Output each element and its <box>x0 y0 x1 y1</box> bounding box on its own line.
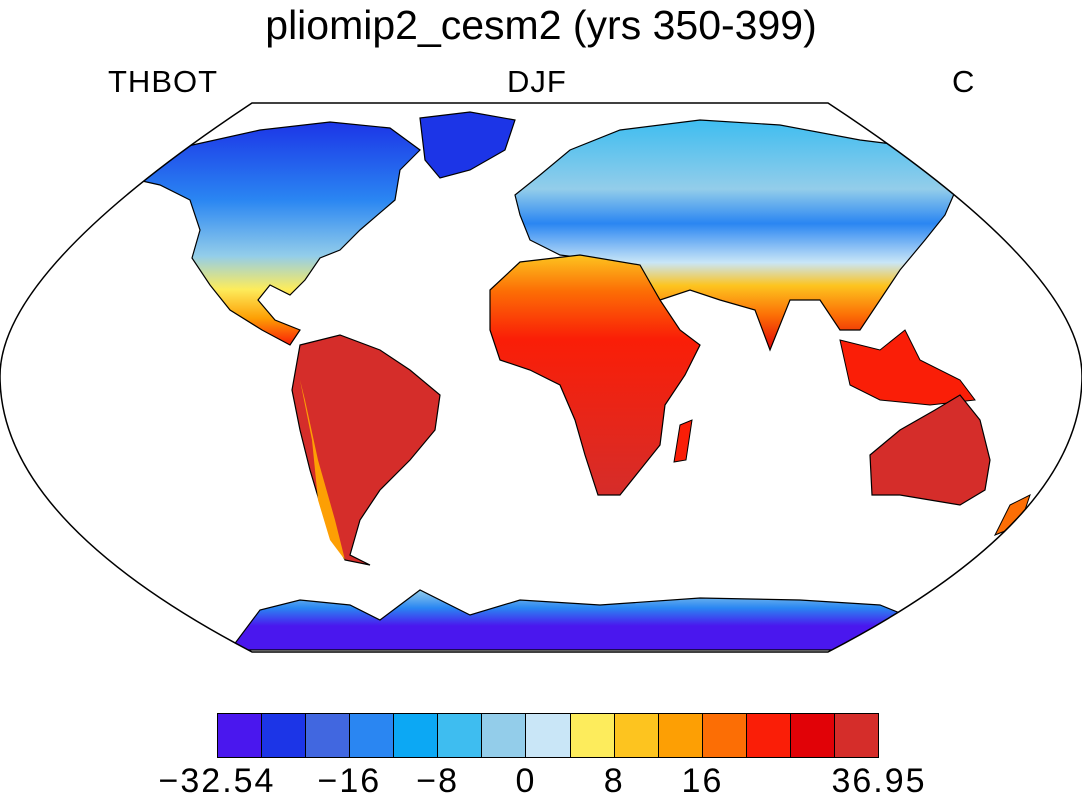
world-map <box>0 102 1082 653</box>
colorbar-cell <box>746 714 791 757</box>
madagascar <box>673 419 693 463</box>
map-boundary <box>0 102 1082 653</box>
australia <box>869 394 991 506</box>
antarctica <box>228 589 907 651</box>
colorbar-label: −8 <box>416 762 460 800</box>
units-label: C <box>952 64 976 99</box>
variable-label: THBOT <box>108 64 219 99</box>
colorbar-cell <box>350 714 395 757</box>
africa <box>489 254 701 496</box>
colorbar-cell <box>306 714 351 757</box>
season-label: DJF <box>507 64 567 99</box>
colorbar <box>217 713 879 758</box>
colorbar-cell <box>218 714 263 757</box>
southeast-asia <box>839 329 976 406</box>
colorbar-cell <box>702 714 747 757</box>
north-america <box>113 121 421 346</box>
colorbar-label: −16 <box>317 762 382 800</box>
colorbar-cell <box>482 714 527 757</box>
colorbar-label: 36.95 <box>831 762 927 800</box>
colorbar-cell <box>526 714 571 757</box>
colorbar-cell <box>394 714 439 757</box>
colorbar-cell <box>834 714 878 757</box>
colorbar-cell <box>658 714 703 757</box>
greenland <box>419 111 516 179</box>
new-zealand <box>993 494 1031 536</box>
colorbar-cell <box>614 714 659 757</box>
colorbar-cell <box>438 714 483 757</box>
colorbar-cell <box>262 714 307 757</box>
colorbar-label: 16 <box>681 762 724 800</box>
colorbar-cell <box>790 714 835 757</box>
map-title: pliomip2_cesm2 (yrs 350-399) <box>265 2 817 48</box>
colorbar-label: 8 <box>603 762 625 800</box>
colorbar-label: −32.54 <box>158 762 276 800</box>
colorbar-cell <box>570 714 615 757</box>
colorbar-label: 0 <box>515 762 537 800</box>
